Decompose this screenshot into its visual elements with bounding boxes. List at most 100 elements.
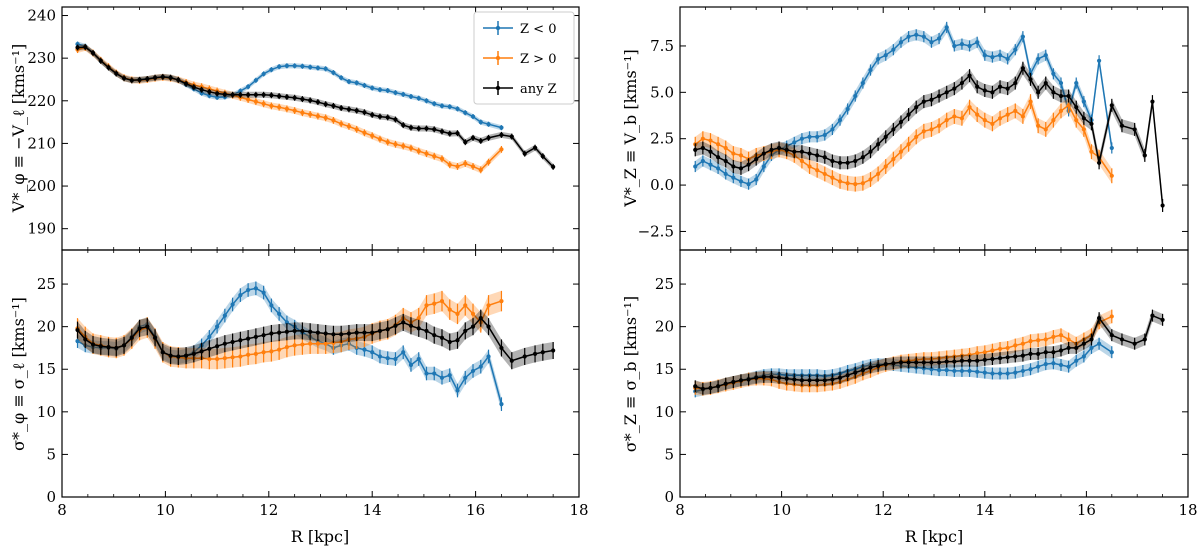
sigz-band-neg bbox=[695, 337, 1112, 398]
sigz-point-any bbox=[997, 356, 1003, 361]
vphi-point-pos bbox=[346, 124, 352, 129]
vz-point-neg bbox=[799, 136, 805, 141]
legend-label-pos: Z > 0 bbox=[520, 52, 556, 67]
vphi-point-neg bbox=[346, 79, 352, 84]
sigphi-point-any bbox=[339, 332, 344, 337]
vz-point-any bbox=[868, 149, 873, 154]
sigphi-point-pos bbox=[238, 354, 243, 359]
vphi-point-any bbox=[346, 107, 352, 112]
legend-label-any: any Z bbox=[520, 82, 557, 97]
sigphi-point-neg bbox=[408, 362, 414, 368]
sigz-point-any bbox=[837, 375, 843, 380]
sigphi-point-neg bbox=[385, 356, 390, 361]
vphi-point-any bbox=[551, 164, 556, 169]
sigphi-xtick-label: 18 bbox=[569, 501, 588, 519]
vz-point-pos bbox=[914, 134, 919, 139]
vz-point-neg bbox=[944, 25, 949, 30]
vz-point-any bbox=[731, 164, 736, 169]
vphi-point-pos bbox=[253, 99, 258, 104]
sigphi-point-neg bbox=[463, 375, 468, 380]
sigphi-point-neg bbox=[370, 350, 375, 355]
sigz-point-neg bbox=[1081, 354, 1086, 359]
sigphi-point-any bbox=[292, 328, 297, 334]
vz-point-any bbox=[982, 88, 987, 93]
vphi-point-pos bbox=[284, 106, 289, 111]
vphi-point-any bbox=[354, 108, 359, 113]
vz-point-any bbox=[959, 80, 965, 86]
vz-point-neg bbox=[700, 158, 705, 164]
sigz-point-any bbox=[731, 379, 736, 385]
vz-point-pos bbox=[876, 171, 881, 177]
vphi-point-neg bbox=[261, 71, 266, 77]
vz-point-neg bbox=[1074, 80, 1079, 86]
sigz-point-any bbox=[693, 384, 698, 389]
vz-point-any bbox=[746, 162, 751, 167]
sigphi-point-pos bbox=[253, 351, 258, 357]
sigphi-point-neg bbox=[362, 347, 367, 352]
vz-point-pos bbox=[975, 112, 980, 117]
sigphi-point-pos bbox=[269, 349, 274, 354]
vphi-point-neg bbox=[470, 114, 476, 119]
vz-point-any bbox=[1081, 116, 1086, 121]
vphi-point-any bbox=[323, 102, 328, 107]
vphi-point-pos bbox=[354, 127, 359, 132]
vz-point-any bbox=[792, 149, 797, 154]
sigphi-band-any bbox=[77, 309, 554, 370]
vz-point-neg bbox=[731, 175, 736, 180]
sigz-ytick-label: 0 bbox=[664, 488, 674, 506]
sigz-point-pos bbox=[1066, 337, 1071, 342]
sigz-point-pos bbox=[1036, 338, 1041, 343]
vphi-point-any bbox=[308, 98, 313, 103]
vz-point-pos bbox=[929, 127, 934, 132]
sigz-xtick-label: 12 bbox=[874, 501, 893, 519]
legend: Z < 0 Z > 0 any Z bbox=[473, 11, 575, 105]
vz-point-pos bbox=[837, 179, 843, 184]
sigphi-point-neg bbox=[478, 364, 483, 369]
vz-point-any bbox=[929, 97, 934, 102]
sigz-point-any bbox=[799, 378, 805, 383]
sigphi-point-any bbox=[540, 350, 545, 355]
vz-point-pos bbox=[807, 164, 812, 169]
sigphi-ytick-label: 20 bbox=[37, 318, 56, 336]
sigphi-point-any bbox=[215, 344, 220, 349]
sigz-point-pos bbox=[1020, 341, 1025, 346]
vz-point-any bbox=[944, 90, 949, 95]
vphi-point-neg bbox=[393, 90, 398, 95]
vphi-point-any bbox=[532, 145, 538, 150]
sigz-point-neg bbox=[1058, 362, 1064, 368]
vz-point-neg bbox=[815, 134, 820, 139]
vz-point-neg bbox=[1013, 47, 1018, 52]
vphi-point-neg bbox=[292, 63, 297, 68]
vz-point-any bbox=[1005, 86, 1010, 91]
vz-point-neg bbox=[738, 179, 744, 184]
sigz-point-neg bbox=[1089, 345, 1094, 351]
sigphi-point-any bbox=[114, 345, 119, 351]
sigz-point-any bbox=[936, 360, 942, 365]
vz-point-pos bbox=[723, 145, 728, 151]
sigphi-point-neg bbox=[486, 354, 491, 359]
vphi-point-neg bbox=[354, 80, 359, 85]
vphi-point-any bbox=[230, 92, 235, 97]
vz-point-neg bbox=[1109, 145, 1114, 151]
sigz-point-any bbox=[1119, 337, 1125, 342]
vphi-point-any bbox=[385, 115, 390, 120]
sigz-point-any bbox=[868, 365, 873, 370]
sigz-point-neg bbox=[967, 368, 972, 374]
sigphi-point-any bbox=[253, 334, 258, 339]
sigphi-point-any bbox=[463, 328, 468, 334]
vz-point-any bbox=[990, 90, 995, 95]
sigphi-point-any bbox=[447, 339, 452, 345]
vphi-point-pos bbox=[246, 97, 251, 102]
vphi-point-pos bbox=[339, 121, 344, 126]
sigz-point-pos bbox=[1051, 334, 1056, 339]
vphi-point-neg bbox=[424, 98, 429, 103]
vz-point-pos bbox=[830, 175, 835, 180]
vz-ytick-label: 0.0 bbox=[650, 176, 674, 194]
vz-point-pos bbox=[868, 177, 873, 182]
sigz-point-any bbox=[784, 376, 789, 381]
vz-point-neg bbox=[898, 40, 904, 45]
vz-point-pos bbox=[1051, 118, 1056, 123]
vphi-point-any bbox=[215, 91, 220, 96]
vphi-point-neg bbox=[401, 92, 406, 97]
vphi-point-neg bbox=[300, 64, 305, 69]
